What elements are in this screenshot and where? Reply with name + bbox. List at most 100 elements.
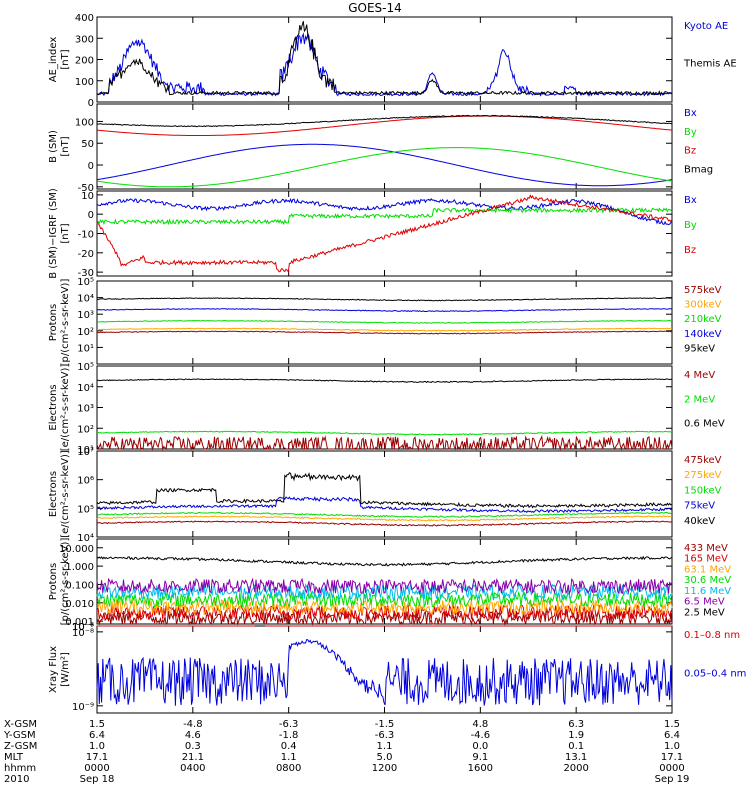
y-axis-unit: [nT] — [60, 136, 71, 156]
y-axis-label: Xray Flux — [48, 646, 59, 693]
legend-entry: Bmag — [684, 164, 713, 175]
axis-cell: 17.1 — [661, 752, 683, 763]
legend-entry: 0.6 MeV — [684, 419, 725, 430]
series-line-4-mev — [96, 435, 673, 451]
axis-cell: 0.4 — [281, 741, 297, 752]
axis-cell: 1200 — [372, 763, 397, 774]
series-line-kyoto-ae — [96, 31, 673, 97]
plot-title: GOES-14 — [348, 1, 402, 15]
y-axis-label: AE_index — [48, 37, 59, 83]
series-line-themis-ae — [96, 21, 672, 96]
axis-cell: 1600 — [468, 763, 493, 774]
y-tick-label: 10³ — [77, 310, 94, 321]
series-line-150kev — [96, 511, 673, 518]
y-tick-label: -20 — [78, 249, 94, 260]
bottom-axis-table: X-GSM 1.5 -4.8 -6.3 -1.5 4.8 6.3 1.5Y-GSM 6.4 4.6… — [3, 719, 689, 785]
axis-cell: 6.4 — [89, 730, 105, 741]
y-axis-label: B (SM) — [48, 130, 59, 163]
series-line-475kev — [96, 520, 673, 527]
legend-entry: 165 MeV — [684, 554, 728, 565]
panel-frame — [96, 450, 673, 538]
legend-entry: 0.1–0.8 nm — [684, 630, 740, 641]
panel-3: -30 -20 -10 0 10 B (SM)−IGRF (SM) [nT] Bx By Bz — [48, 188, 697, 279]
panel-2: -50 0 50 100 B (SM) [nT] Bx By Bz Bmag — [48, 103, 713, 194]
legend-entry: 475keV — [684, 455, 722, 466]
axis-cell: -4.6 — [471, 730, 491, 741]
series-line-210kev — [96, 319, 672, 324]
legend-entry: Bx — [684, 108, 697, 119]
legend-entry: 6.5 MeV — [684, 597, 725, 608]
axis-cell: 6.4 — [664, 730, 680, 741]
legend-entry: Themis AE — [683, 59, 737, 70]
axis-cell: Sep 18 — [80, 774, 115, 785]
series-line-bz — [96, 115, 673, 136]
axis-row-label: MLT — [4, 752, 24, 763]
series-line-75kev — [96, 496, 673, 514]
y-tick-label: 0.100 — [65, 580, 94, 591]
legend-entry: 40keV — [684, 516, 715, 527]
y-tick-label: -30 — [78, 268, 94, 279]
panel-5: 10¹ 10² 10³ 10⁴ 10⁵ Electrons [e/(cm²-s-sr-keV… — [48, 362, 725, 456]
axis-cell: -4.8 — [183, 719, 203, 730]
y-axis-unit: [nT] — [60, 49, 71, 69]
axis-cell: 1.5 — [664, 719, 680, 730]
legend-entry: 140keV — [684, 329, 722, 340]
axis-cell: Sep 19 — [655, 774, 690, 785]
legend-entry: 2.5 MeV — [684, 607, 725, 618]
series-line-11-6-mev — [96, 582, 673, 601]
y-axis-label: Electrons — [48, 384, 59, 430]
series-line-by — [96, 147, 673, 188]
legend-entry: 300keV — [684, 300, 722, 311]
panel-4: 10¹ 10² 10³ 10⁴ 10⁵ Protons [p/(cm²-s-sr-keV)]… — [48, 277, 722, 366]
series-line-bz — [96, 194, 673, 274]
series-line-95kev — [96, 297, 673, 302]
series-line-bx — [96, 197, 673, 226]
axis-cell: -1.5 — [375, 719, 395, 730]
y-tick-label: 10⁵ — [77, 504, 94, 515]
series-line-by — [96, 207, 673, 226]
legend-entry: 575keV — [684, 285, 722, 296]
y-axis-label: Electrons — [48, 471, 59, 517]
panel-1: 0 100 200 300 400 AE_index [nT] Kyoto AE Themis … — [48, 13, 737, 109]
y-tick-label: 10⁷ — [77, 447, 94, 458]
y-tick-label: 0 — [88, 210, 94, 221]
series-line-275kev — [96, 515, 673, 522]
axis-row-label: Y-GSM — [3, 730, 36, 741]
legend-entry: Kyoto AE — [684, 21, 728, 32]
legend-entry: 275keV — [684, 470, 722, 481]
legend-entry: 95keV — [684, 343, 715, 354]
panel-8: 10⁻⁹ 10⁻⁸10⁻⁷10⁻⁶ Xray Flux [W/m²] 0.1–0.8 n… — [48, 622, 746, 714]
y-axis-unit: [e/(cm²-s-sr-keV)] — [60, 450, 71, 538]
y-tick-label: 10 — [81, 191, 94, 202]
legend-entry: 11.6 MeV — [684, 586, 731, 597]
axis-cell: 0400 — [180, 763, 205, 774]
axis-cell: 0.3 — [185, 741, 201, 752]
y-tick-label: 10¹ — [77, 343, 94, 354]
panel-frame — [96, 103, 673, 190]
axis-cell: -6.3 — [375, 730, 395, 741]
series-line-140kev — [96, 308, 673, 313]
axis-cell: 2000 — [563, 763, 588, 774]
y-tick-label: 200 — [75, 56, 94, 67]
axis-cell: 1.0 — [664, 741, 680, 752]
axis-cell: 6.3 — [568, 719, 584, 730]
series-line-575kev — [96, 330, 673, 335]
y-axis-unit: [nT] — [60, 223, 71, 243]
axis-row-label: hhmm — [4, 763, 36, 774]
y-tick-label: 10² — [77, 424, 94, 435]
legend-entry: By — [684, 220, 697, 231]
axis-cell: 1.0 — [89, 741, 105, 752]
axis-cell: 0.1 — [568, 741, 584, 752]
y-axis-label: Protons — [48, 304, 59, 341]
axis-cell: 17.1 — [86, 752, 108, 763]
legend-entry: Bz — [684, 245, 696, 256]
axis-row-label: 2010 — [4, 774, 29, 785]
y-tick-label: 400 — [75, 13, 94, 24]
axis-row-label: Z-GSM — [4, 741, 37, 752]
y-tick-label: 0 — [88, 98, 94, 109]
y-tick-label: 10⁻⁷ — [72, 622, 94, 633]
axis-cell: -1.8 — [279, 730, 299, 741]
y-tick-label: 10⁻⁶ — [72, 622, 94, 633]
axis-cell: -6.3 — [279, 719, 299, 730]
